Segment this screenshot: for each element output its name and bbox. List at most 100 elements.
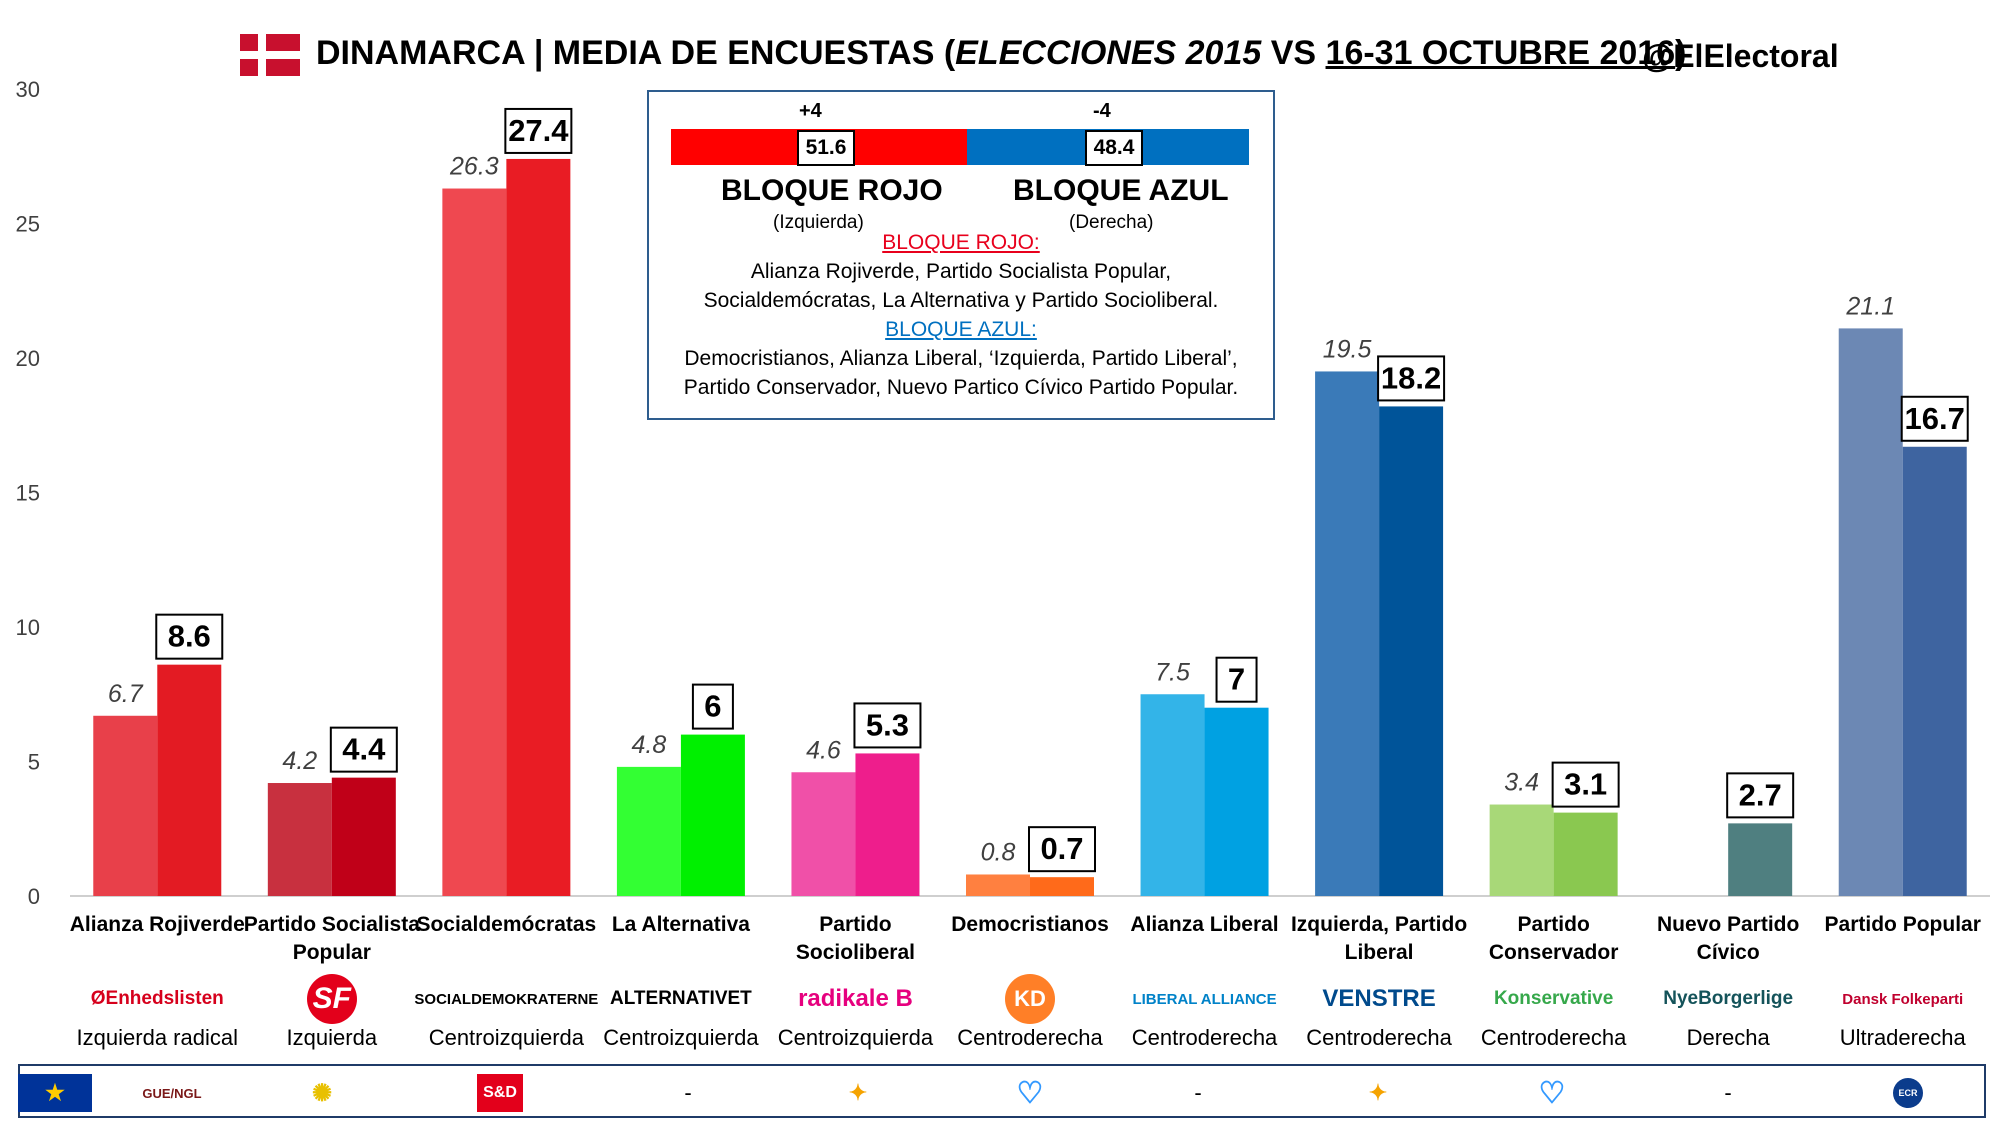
bar-2015	[966, 874, 1030, 896]
y-tick-label: 25	[16, 212, 40, 237]
ideology-label: Izquierda radical	[76, 1025, 238, 1050]
ecr-logo: ECR	[1878, 1074, 1938, 1112]
category-label: Alianza Rojiverde	[67, 911, 247, 939]
blue-bloc-name: BLOQUE AZUL	[1013, 174, 1229, 207]
y-tick-label: 20	[16, 346, 40, 371]
bar-2016	[157, 664, 222, 896]
category-label: Partido Socialista Popular	[242, 911, 422, 967]
no-group-marker: -	[1724, 1080, 1732, 1105]
red-bloc-side: (Izquierda)	[773, 212, 864, 233]
party-logo: Dansk Folkeparti	[1842, 990, 1964, 1008]
category-label: Socialdemócratas	[416, 911, 596, 939]
y-tick-label: 10	[16, 615, 40, 640]
greens-efa-logo: ✺	[311, 1079, 333, 1107]
value-label-2016: 6	[704, 689, 721, 724]
value-box-2016	[329, 726, 398, 773]
category-label: Partido Socioliberal	[765, 911, 945, 967]
party-logo: ØEnhedslisten	[90, 988, 224, 1009]
ideology-label: Centroderecha	[1306, 1025, 1452, 1050]
ideology-label: Derecha	[1686, 1025, 1770, 1050]
ideology-label: Centroderecha	[957, 1025, 1103, 1050]
ideology-label: Centroderecha	[1131, 1025, 1278, 1050]
value-box-2016	[1377, 355, 1446, 402]
value-box-2016	[1215, 656, 1258, 703]
red-bloc-name: BLOQUE ROJO	[721, 174, 943, 207]
party-logo: VENSTRE	[1322, 985, 1436, 1012]
bar-2016	[1728, 823, 1793, 896]
bar-2015	[1140, 694, 1205, 896]
bar-2015	[442, 188, 507, 896]
value-label-2016: 0.7	[1040, 831, 1083, 866]
value-label-2016: 27.4	[508, 113, 569, 148]
value-label-2015: 21.1	[1845, 292, 1895, 320]
ideology-label: Ultraderecha	[1839, 1025, 1966, 1050]
category-label-line: Socialdemócratas	[416, 913, 597, 936]
category-label-line: Partido Socialista	[243, 913, 420, 936]
bar-2015	[1838, 328, 1903, 896]
value-label-2015: 4.2	[282, 747, 317, 775]
bar-2016	[680, 734, 745, 896]
bar-2016	[331, 777, 396, 896]
value-label-2015: 4.6	[806, 736, 841, 764]
value-label-2016: 4.4	[342, 732, 386, 767]
party-logo: radikale B	[798, 985, 913, 1012]
party-logo: SOCIALDEMOKRATERNE	[414, 990, 599, 1008]
value-label-2016: 5.3	[866, 707, 909, 742]
value-box-2016	[155, 613, 224, 660]
party-logo: SF	[243, 974, 421, 1024]
category-label-line: Partido Popular	[1824, 913, 1981, 936]
party-logo: LIBERAL ALLIANCE	[1132, 990, 1277, 1008]
value-label-2016: 8.6	[168, 619, 211, 654]
no-group-marker: -	[684, 1080, 692, 1105]
category-label-line: Popular	[292, 941, 371, 964]
value-label-2016: 7	[1228, 662, 1245, 697]
author-handle: @ElElectoral	[1642, 38, 1839, 74]
value-label-2016: 3.1	[1564, 767, 1607, 802]
blue-bloc-side: (Derecha)	[1069, 212, 1154, 233]
bar-2015	[616, 766, 681, 896]
value-box-2016	[1726, 772, 1795, 819]
bar-2016	[1553, 812, 1618, 896]
y-tick-label: 15	[16, 481, 40, 506]
category-label-line: Democristianos	[951, 913, 1109, 936]
epp-logo: ♡	[1016, 1076, 1044, 1110]
category-label-line: Liberal	[1344, 941, 1414, 964]
epp-logo: ♡	[1538, 1076, 1566, 1110]
eu-group-strip	[18, 1064, 1986, 1118]
red-bloc-members-2: Socialdemócratas, La Alternativa y Parti…	[703, 289, 1219, 312]
chart-title: DINAMARCA | MEDIA DE ENCUESTAS (ELECCION…	[316, 34, 1687, 72]
no-group-marker: -	[1194, 1080, 1202, 1105]
alde-logo: ✦	[848, 1080, 868, 1105]
bar-2015	[93, 715, 158, 896]
value-label-2015: 19.5	[1323, 335, 1372, 363]
category-label: Alianza Liberal	[1115, 911, 1295, 939]
party-logo: Konservative	[1493, 988, 1614, 1009]
party-logo: NyeBorgerlige	[1663, 988, 1794, 1009]
party-logo: KD	[941, 974, 1119, 1024]
bar-2016	[1379, 406, 1444, 896]
alde-logo: ✦	[1368, 1080, 1388, 1105]
bar-2015	[1315, 371, 1380, 896]
category-label-line: La Alternativa	[611, 913, 750, 936]
value-box-2016	[1551, 761, 1620, 808]
blue-bloc-members-1: Democristianos, Alianza Liberal, ‘Izquie…	[684, 347, 1238, 370]
value-label-2015: 26.3	[449, 153, 499, 181]
value-box-2016	[504, 107, 573, 154]
value-label-2015: 4.8	[632, 731, 667, 759]
value-label-2016: 16.7	[1905, 401, 1965, 436]
value-label-2016: 18.2	[1381, 360, 1441, 395]
y-tick-label: 30	[16, 77, 40, 102]
red-bloc-change: +4	[799, 100, 822, 122]
category-label: Izquierda, Partido Liberal	[1289, 911, 1469, 967]
blue-bloc-value: 48.4	[1085, 130, 1143, 166]
bar-2015	[267, 783, 332, 896]
bar-chart: 0 5 10 15 20 25 30 6.7 8.6 4.2 4.4 26.3 27.4 4.8 6 4.6 5…	[16, 77, 1990, 909]
category-label-line: Partido	[1517, 913, 1590, 936]
y-tick-label: 5	[28, 750, 40, 775]
ideology-label: Izquierda	[286, 1025, 378, 1050]
category-label-line: Alianza Rojiverde	[69, 913, 245, 936]
value-box-2016	[1900, 395, 1969, 442]
category-label-line: Alianza Liberal	[1130, 913, 1279, 936]
party-logo: ALTERNATIVET	[610, 988, 752, 1009]
ideology-label: Centroizquierda	[428, 1025, 585, 1050]
